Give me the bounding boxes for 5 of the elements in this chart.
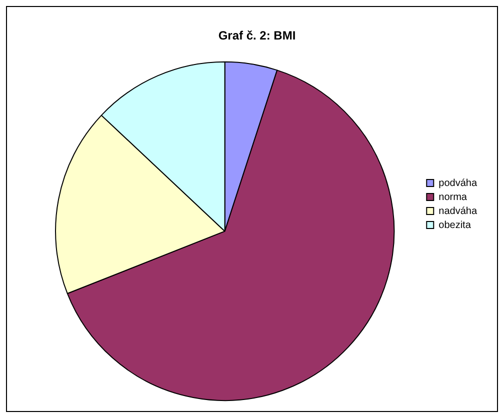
chart-title: Graf č. 2: BMI — [218, 28, 296, 43]
legend-label: podváha — [438, 178, 478, 189]
legend-label: nadváha — [438, 206, 478, 217]
legend-label: norma — [438, 192, 468, 203]
legend-label: obezita — [438, 220, 472, 231]
